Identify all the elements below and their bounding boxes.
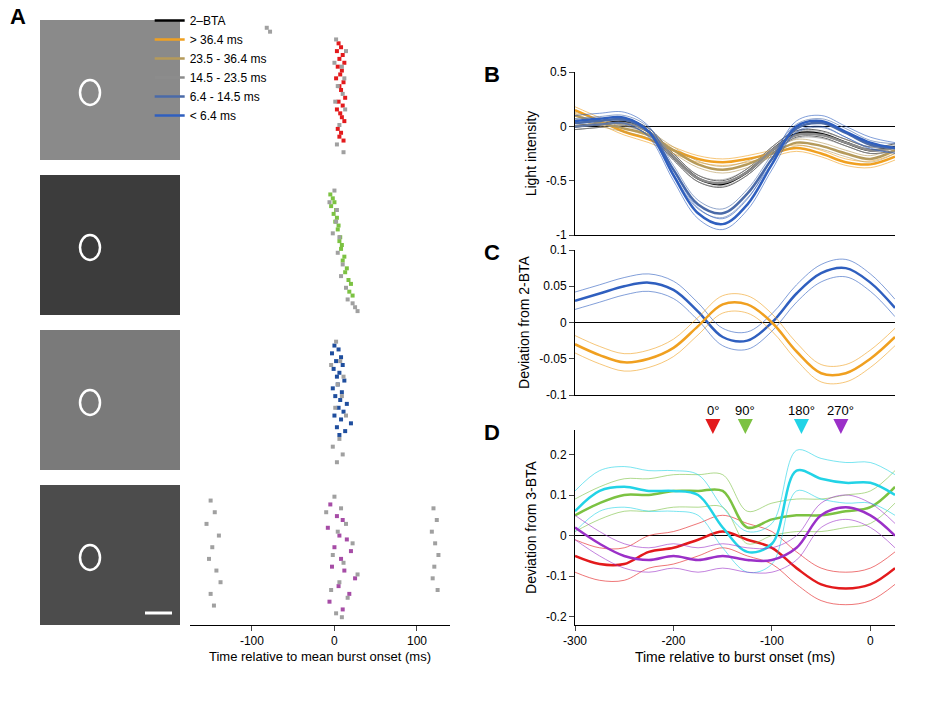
svg-text:0.5: 0.5 bbox=[550, 65, 567, 79]
svg-text:> 36.4 ms: > 36.4 ms bbox=[190, 33, 243, 47]
svg-text:0°: 0° bbox=[707, 403, 719, 418]
svg-text:A: A bbox=[10, 4, 26, 29]
svg-text:Deviation from 3-BTA: Deviation from 3-BTA bbox=[523, 460, 539, 593]
svg-text:0: 0 bbox=[560, 316, 567, 330]
svg-text:C: C bbox=[484, 240, 500, 265]
svg-text:6.4 - 14.5 ms: 6.4 - 14.5 ms bbox=[190, 90, 260, 104]
svg-text:2–BTA: 2–BTA bbox=[190, 14, 226, 28]
svg-text:-200: -200 bbox=[661, 634, 685, 648]
svg-text:0.1: 0.1 bbox=[550, 243, 567, 257]
svg-text:-0.5: -0.5 bbox=[546, 174, 567, 188]
svg-text:-100: -100 bbox=[760, 634, 784, 648]
svg-text:0.2: 0.2 bbox=[550, 448, 567, 462]
svg-text:-0.2: -0.2 bbox=[546, 610, 567, 624]
svg-text:270°: 270° bbox=[827, 403, 854, 418]
svg-text:-300: -300 bbox=[563, 634, 587, 648]
svg-text:90°: 90° bbox=[735, 403, 755, 418]
svg-text:-0.1: -0.1 bbox=[546, 388, 567, 402]
svg-text:0: 0 bbox=[331, 634, 338, 648]
svg-text:Time relative to mean burst on: Time relative to mean burst onset (ms) bbox=[209, 649, 431, 664]
svg-text:Light intensity: Light intensity bbox=[523, 111, 539, 197]
svg-text:0: 0 bbox=[560, 529, 567, 543]
svg-text:0.05: 0.05 bbox=[543, 279, 567, 293]
svg-text:14.5 - 23.5 ms: 14.5 - 23.5 ms bbox=[190, 71, 267, 85]
svg-text:0: 0 bbox=[867, 634, 874, 648]
svg-text:B: B bbox=[484, 62, 500, 87]
svg-text:0.1: 0.1 bbox=[550, 488, 567, 502]
svg-text:23.5 - 36.4 ms: 23.5 - 36.4 ms bbox=[190, 52, 267, 66]
svg-text:D: D bbox=[484, 420, 500, 445]
svg-text:0: 0 bbox=[560, 120, 567, 134]
svg-text:-100: -100 bbox=[240, 634, 264, 648]
svg-text:-0.05: -0.05 bbox=[539, 352, 567, 366]
svg-text:180°: 180° bbox=[788, 403, 815, 418]
svg-text:Deviation from 2-BTA: Deviation from 2-BTA bbox=[516, 255, 532, 388]
svg-text:Time relative to burst onset (: Time relative to burst onset (ms) bbox=[635, 649, 835, 665]
svg-text:100: 100 bbox=[407, 634, 427, 648]
svg-text:-1: -1 bbox=[556, 228, 567, 242]
svg-text:-0.1: -0.1 bbox=[546, 569, 567, 583]
svg-text:< 6.4 ms: < 6.4 ms bbox=[190, 109, 236, 123]
